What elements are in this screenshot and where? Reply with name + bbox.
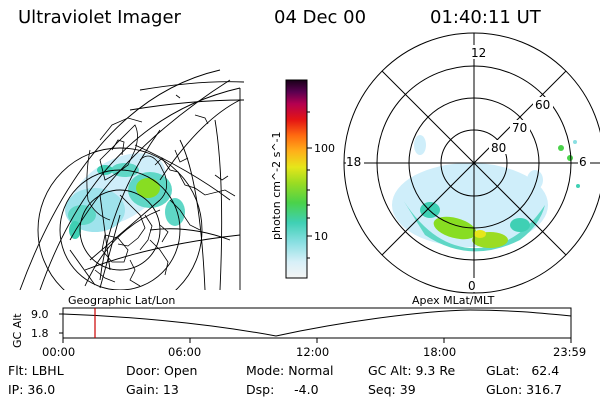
alt-tick-1-8: 1.8: [31, 327, 49, 340]
time-label: 01:40:11 UT: [430, 7, 541, 28]
time-tick-1200: 12:00: [296, 345, 329, 359]
lat-lon-grid: [19, 69, 245, 290]
time-tick-0000: 00:00: [42, 345, 75, 359]
lat-label-80: 80: [491, 141, 506, 155]
lat-label-70: 70: [512, 121, 527, 135]
time-tick-0600: 06:00: [168, 345, 201, 359]
alt-tick-9: 9.0: [31, 308, 49, 321]
filter-info: Flt: LBHL: [8, 363, 64, 378]
aurora-oval-polar: [392, 135, 580, 252]
door-info: Door: Open: [126, 363, 198, 378]
colorbar-tick-100: 100: [314, 142, 335, 155]
polar-plot: 12 18 6 0 60 70 80: [343, 32, 600, 294]
colorbar-tick-10: 10: [314, 230, 328, 243]
coastlines: [86, 94, 236, 287]
mlt-label-0: 0: [468, 279, 476, 293]
time-tick-1800: 18:00: [423, 345, 456, 359]
time-tick-2359: 23:59: [553, 345, 586, 359]
gc-alt-info: GC Alt: 9.3 Re: [368, 363, 456, 378]
instrument-title: Ultraviolet Imager: [18, 7, 181, 28]
glat-info: GLat: 62.4: [486, 363, 560, 378]
mode-info: Mode: Normal: [246, 363, 334, 378]
lat-label-60: 60: [535, 98, 550, 112]
date-label: 04 Dec 00: [274, 7, 367, 28]
glon-info: GLon: 316.7: [486, 382, 562, 397]
timeline-right-label: Apex MLat/MLT: [412, 294, 495, 307]
mlt-label-12: 12: [471, 46, 486, 60]
colorbar: 100 10 photon cm^-2 s^-1: [270, 79, 335, 279]
dsp-info: Dsp: -4.0: [246, 382, 319, 397]
colorbar-label: photon cm^-2 s^-1: [270, 131, 283, 240]
altitude-timeline: Geographic Lat/Lon Apex MLat/MLT 9.0 1.8…: [11, 294, 586, 359]
timeline-left-label: Geographic Lat/Lon: [68, 294, 175, 307]
geographic-map: [19, 69, 245, 290]
gain-info: Gain: 13: [126, 382, 179, 397]
mlt-label-6: 6: [579, 155, 587, 169]
mlt-label-18: 18: [346, 155, 361, 169]
seq-info: Seq: 39: [368, 382, 416, 397]
ip-info: IP: 36.0: [8, 382, 56, 397]
alt-axis-label: GC Alt: [11, 313, 24, 348]
